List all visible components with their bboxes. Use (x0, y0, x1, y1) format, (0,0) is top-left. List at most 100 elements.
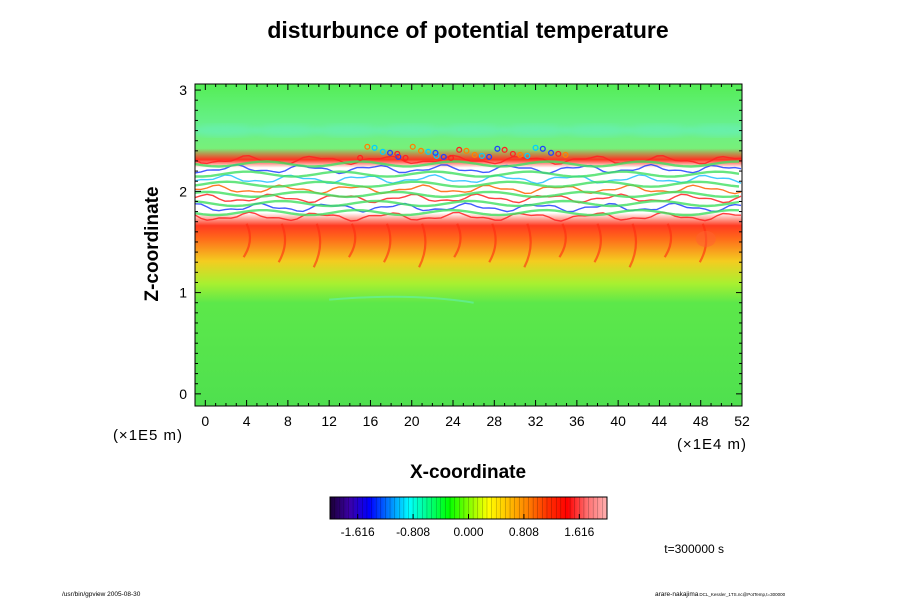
colorbar-tick-label: -0.808 (396, 525, 430, 539)
y-tick-label: 3 (179, 82, 187, 98)
field-texture-blob (402, 154, 409, 161)
field-texture-filament (488, 223, 497, 263)
field-texture-blob (501, 146, 508, 153)
x-tick-label: 44 (652, 413, 668, 429)
field-texture-filament (312, 223, 322, 268)
field-texture-filament (277, 223, 287, 263)
x-unit-label: (×1E4 m) (677, 436, 747, 453)
colorbar-tick-label: -1.616 (341, 525, 375, 539)
colorbar-tick-label: 1.616 (564, 525, 594, 539)
field-texture-band (195, 163, 742, 175)
field-texture-blob (357, 154, 364, 161)
x-axis: 0 4 8 12 16 20 24 28 32 36 40 44 48 52 (201, 84, 750, 429)
colorbar-ticks: -1.616 -0.808 0.000 0.808 1.616 (334, 497, 603, 539)
footer-right-source: DCL_Kessler_1TS.nc@PotTemp,t=300000 (699, 592, 785, 597)
time-annotation: t=300000 s (664, 542, 724, 556)
field-texture-filament (523, 223, 532, 268)
field-texture-blob (433, 152, 440, 159)
field-texture-blob (395, 153, 402, 160)
field-texture-blob (539, 145, 546, 152)
field-texture-blob (524, 152, 531, 159)
x-tick-label: 12 (321, 413, 337, 429)
field-texture-streak (195, 208, 740, 217)
plot-frame (194, 83, 743, 407)
field-texture-filament (383, 223, 392, 263)
field-texture-filament (628, 223, 638, 268)
x-tick-label: 16 (363, 413, 379, 429)
field-texture-cyan (563, 124, 631, 137)
field-texture-cyan (315, 124, 383, 137)
field-texture-blob (409, 143, 416, 150)
y-tick-label: 1 (179, 285, 187, 301)
field-texture-cyan (687, 124, 742, 137)
field-texture-cyan (195, 124, 259, 137)
colorbar-tick-label: 0.808 (509, 525, 539, 539)
field-texture-blob (371, 144, 378, 151)
y-tick-label: 2 (179, 183, 187, 199)
field-texture-blob (562, 151, 569, 158)
field-texture-blob (394, 150, 401, 157)
field-texture-band (195, 211, 742, 222)
y-axis-label: Z-coordinate (142, 186, 163, 301)
field-background (195, 84, 742, 406)
y-tick-label: 0 (179, 386, 187, 402)
field-texture-blob (364, 143, 371, 150)
x-tick-label: 24 (445, 413, 461, 429)
footer-left: /usr/bin/gpview 2005-08-30 (62, 591, 141, 598)
x-axis-label: X-coordinate (410, 462, 526, 483)
field-texture-cyan (625, 124, 693, 137)
field-texture-filament (347, 223, 357, 258)
field-texture-blob (494, 145, 501, 152)
field-texture-filament (558, 223, 567, 258)
x-tick-label: 40 (610, 413, 626, 429)
y-axis: 0 1 2 3 (179, 82, 742, 402)
field-texture-blob (379, 148, 386, 155)
field-texture-cyan (253, 124, 321, 137)
field-texture-blob (471, 151, 478, 158)
colorbar: -1.616 -0.808 0.000 0.808 1.616 (329, 496, 608, 539)
colorbar-tick-label: 0.000 (453, 525, 483, 539)
field-texture-blob (440, 153, 447, 160)
field-texture-filament (593, 223, 602, 263)
field-texture-cyan (439, 124, 507, 137)
field-texture-blob (456, 146, 463, 153)
plot-area (194, 83, 743, 407)
field-texture-blob (555, 150, 562, 157)
x-tick-label: 20 (404, 413, 420, 429)
field-texture-streak (195, 190, 740, 199)
field-texture-plume (695, 230, 716, 247)
field-texture-cyan (501, 124, 569, 137)
field-details (195, 124, 742, 304)
field-texture-blob (517, 151, 524, 158)
chart-title: disturbunce of potential temperature (267, 17, 668, 43)
field-texture-streak (195, 160, 740, 168)
footer-right-author: arare-nakajima (655, 591, 699, 598)
field-texture-blob (417, 147, 425, 154)
field-texture-blob (548, 149, 555, 156)
x-tick-label: 32 (528, 413, 544, 429)
field-texture-filament (453, 223, 462, 258)
field-texture-filament (663, 223, 673, 258)
field-texture-streak (195, 170, 740, 178)
field-texture-blob (509, 150, 516, 157)
field-texture-blob (463, 147, 470, 154)
field-texture-blob (486, 153, 493, 160)
x-tick-label: 36 (569, 413, 585, 429)
x-tick-label: 52 (734, 413, 750, 429)
field-texture-blob (532, 144, 539, 151)
x-tick-label: 28 (487, 413, 503, 429)
x-tick-label: 0 (201, 413, 209, 429)
field-texture-blob (447, 154, 455, 161)
field-texture-filament (418, 223, 427, 268)
field-texture-blob (432, 149, 439, 156)
field-texture-streak (195, 180, 740, 188)
field-texture-filament (242, 223, 252, 258)
field-texture-blob (478, 152, 485, 159)
field-texture-streak (195, 199, 740, 208)
x-tick-label: 4 (243, 413, 251, 429)
field-texture-line (329, 295, 474, 304)
y-unit-label: (×1E5 m) (113, 427, 183, 444)
field-texture-blob (387, 149, 394, 156)
